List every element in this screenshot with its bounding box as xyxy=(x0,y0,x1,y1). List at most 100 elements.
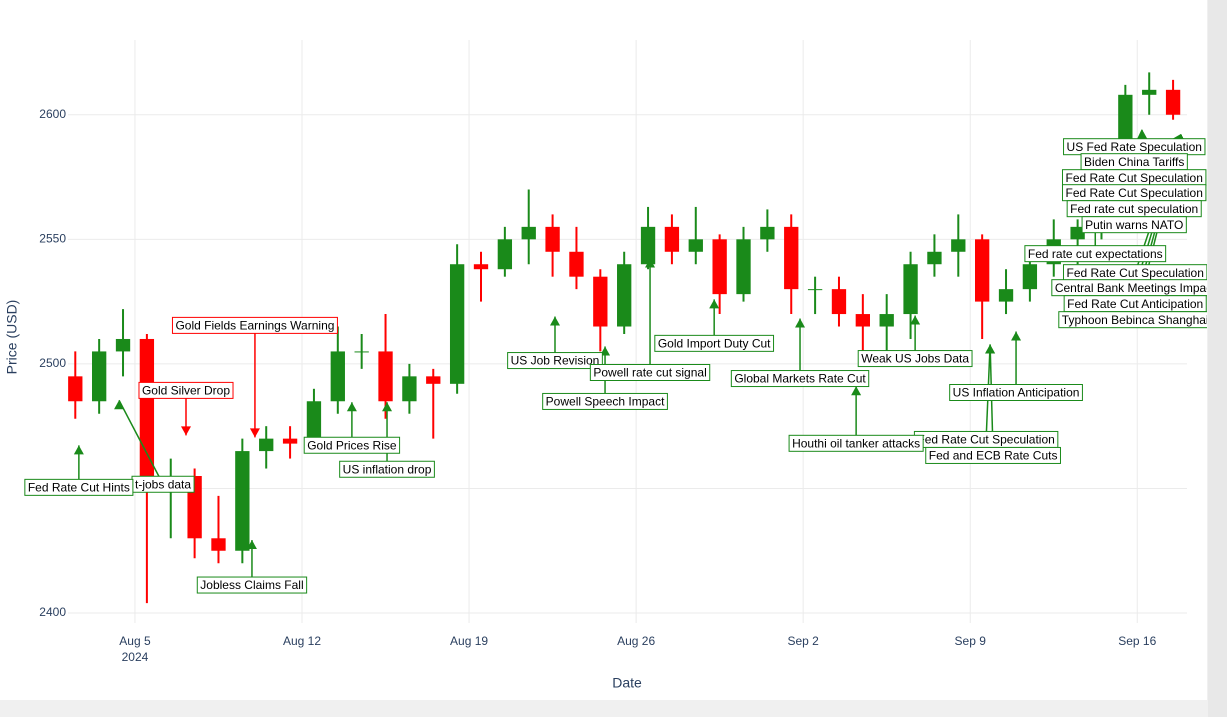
candle-body xyxy=(354,351,369,353)
candle-body xyxy=(259,438,274,452)
annotation-text: Fed and ECB Rate Cuts xyxy=(929,449,1058,463)
candle-body xyxy=(426,376,441,384)
annotation xyxy=(382,402,393,470)
candle-body xyxy=(91,351,107,402)
candle-body xyxy=(951,239,966,252)
annotation-box xyxy=(542,392,668,410)
candle-body xyxy=(449,264,465,384)
annotation-label: Jobless Claims Fall xyxy=(196,576,308,594)
annotation-label: Fed Rate Cut Speculation xyxy=(1061,169,1207,187)
annotation-box xyxy=(654,334,775,352)
arrow-head xyxy=(851,386,862,396)
y-tick-label: 2500 xyxy=(39,356,66,370)
candle-body xyxy=(282,438,298,444)
candle-body xyxy=(402,376,417,402)
candle-body xyxy=(1070,226,1085,240)
annotation-text: Fed Rate Cut Speculation xyxy=(1066,266,1203,280)
annotation xyxy=(645,258,656,373)
annotation-text: Powell Speech Impact xyxy=(546,395,665,409)
annotation-text: Jobless Claims Fall xyxy=(200,578,303,592)
y-tick-label: 2550 xyxy=(39,231,66,245)
candle-body xyxy=(903,264,918,315)
annotation-label: Gold Silver Drop xyxy=(138,381,234,399)
candle-body xyxy=(807,289,823,291)
candle-body xyxy=(473,264,489,270)
candle-body xyxy=(712,239,727,295)
candle-body xyxy=(688,239,703,252)
arrow-head xyxy=(549,316,560,326)
annotation-label: Gold Import Duty Cut xyxy=(654,334,775,352)
annotation-box xyxy=(196,576,308,594)
annotation-text: Gold Import Duty Cut xyxy=(658,337,771,351)
candle-body xyxy=(1142,89,1157,95)
candle-body xyxy=(640,226,656,265)
candle-body xyxy=(831,289,847,315)
annotation-box xyxy=(171,316,338,334)
annotation-box xyxy=(1058,311,1207,329)
annotation-text: Central Bank Meetings Impact xyxy=(1055,281,1207,295)
annotation-label: Putin warns NATO xyxy=(1081,216,1187,234)
arrow-head xyxy=(645,258,656,268)
candle-body xyxy=(879,314,894,327)
annotation-label: US Fed Rate Speculation xyxy=(1063,138,1206,156)
candle-body xyxy=(497,239,513,270)
annotation-label: US Job Revision xyxy=(507,352,603,370)
chart: Date Price (USD) 24002450250025502600Aug… xyxy=(4,40,1207,691)
annotation-text: Gold Fields Earnings Warning xyxy=(175,319,334,333)
candle-body xyxy=(211,538,226,551)
annotation xyxy=(114,399,164,485)
annotation-box xyxy=(730,370,870,388)
arrow-head xyxy=(910,315,921,325)
candle-body xyxy=(974,239,990,302)
y-axis-title: Price (USD) xyxy=(4,300,20,375)
annotation-text: Typhoon Bebinca Shanghai xyxy=(1062,313,1207,327)
annotation xyxy=(249,325,260,438)
arrow-head xyxy=(1137,129,1148,139)
x-tick-year: 2024 xyxy=(122,650,149,664)
x-tick-label: Sep 16 xyxy=(1118,634,1156,648)
x-tick-label: Aug 5 xyxy=(119,634,151,648)
annotation-text: Fed Rate Cut Anticipation xyxy=(1067,297,1203,311)
annotation-text: Powell rate cut signal xyxy=(593,366,706,380)
candle-body xyxy=(115,338,131,352)
candle-body xyxy=(1022,264,1038,290)
annotation-box xyxy=(1024,245,1167,263)
candle-body xyxy=(569,251,584,277)
annotation-text: Fed Rate Cut Hints xyxy=(28,481,130,495)
annotation-label: Fed Rate Cut Speculation xyxy=(1062,264,1207,282)
annotation-text: Fed Rate Cut Speculation xyxy=(1065,171,1202,185)
annotation-box xyxy=(857,350,973,368)
annotation xyxy=(795,318,806,379)
annotation xyxy=(851,386,862,444)
candle-body xyxy=(330,351,345,402)
annotation-label: Weak US Jobs Data xyxy=(857,350,973,368)
x-tick-label: Aug 12 xyxy=(283,634,321,648)
annotation-text: Putin warns NATO xyxy=(1085,218,1183,232)
arrow-head xyxy=(985,344,996,354)
annotation-label: Fed Rate Cut Hints xyxy=(24,478,134,496)
arrow-head xyxy=(249,428,260,438)
annotation-text: US Fed Rate Speculation xyxy=(1067,140,1202,154)
annotation-text: US Inflation Anticipation xyxy=(953,386,1080,400)
x-axis-title: Date xyxy=(612,675,642,691)
annotation-box xyxy=(303,436,401,454)
candle-body xyxy=(593,276,608,327)
annotation-box xyxy=(788,434,924,452)
annotation-text: t-jobs data xyxy=(135,477,191,491)
arrow-head xyxy=(73,445,84,455)
candle-body xyxy=(139,338,155,489)
chart-container: Date Price (USD) 24002450250025502600Aug… xyxy=(0,0,1207,700)
annotations: t-jobs data Fed Rate Cut Hints Gold Silver… xyxy=(24,129,1207,594)
annotation-text: US inflation drop xyxy=(343,462,432,476)
candle-body xyxy=(664,226,680,252)
annotation-box xyxy=(1081,216,1187,234)
annotation-label: Gold Prices Rise xyxy=(303,436,401,454)
annotation-box xyxy=(24,478,134,496)
x-tick-label: Aug 26 xyxy=(617,634,655,648)
annotation-label: Fed Rate Cut Speculation xyxy=(913,430,1059,448)
annotation-text: Fed Rate Cut Speculation xyxy=(1065,186,1202,200)
annotation-text: US Job Revision xyxy=(511,354,600,368)
arrow-head xyxy=(382,402,393,412)
y-tick-label: 2600 xyxy=(39,107,66,121)
x-tick-label: Sep 2 xyxy=(787,634,819,648)
